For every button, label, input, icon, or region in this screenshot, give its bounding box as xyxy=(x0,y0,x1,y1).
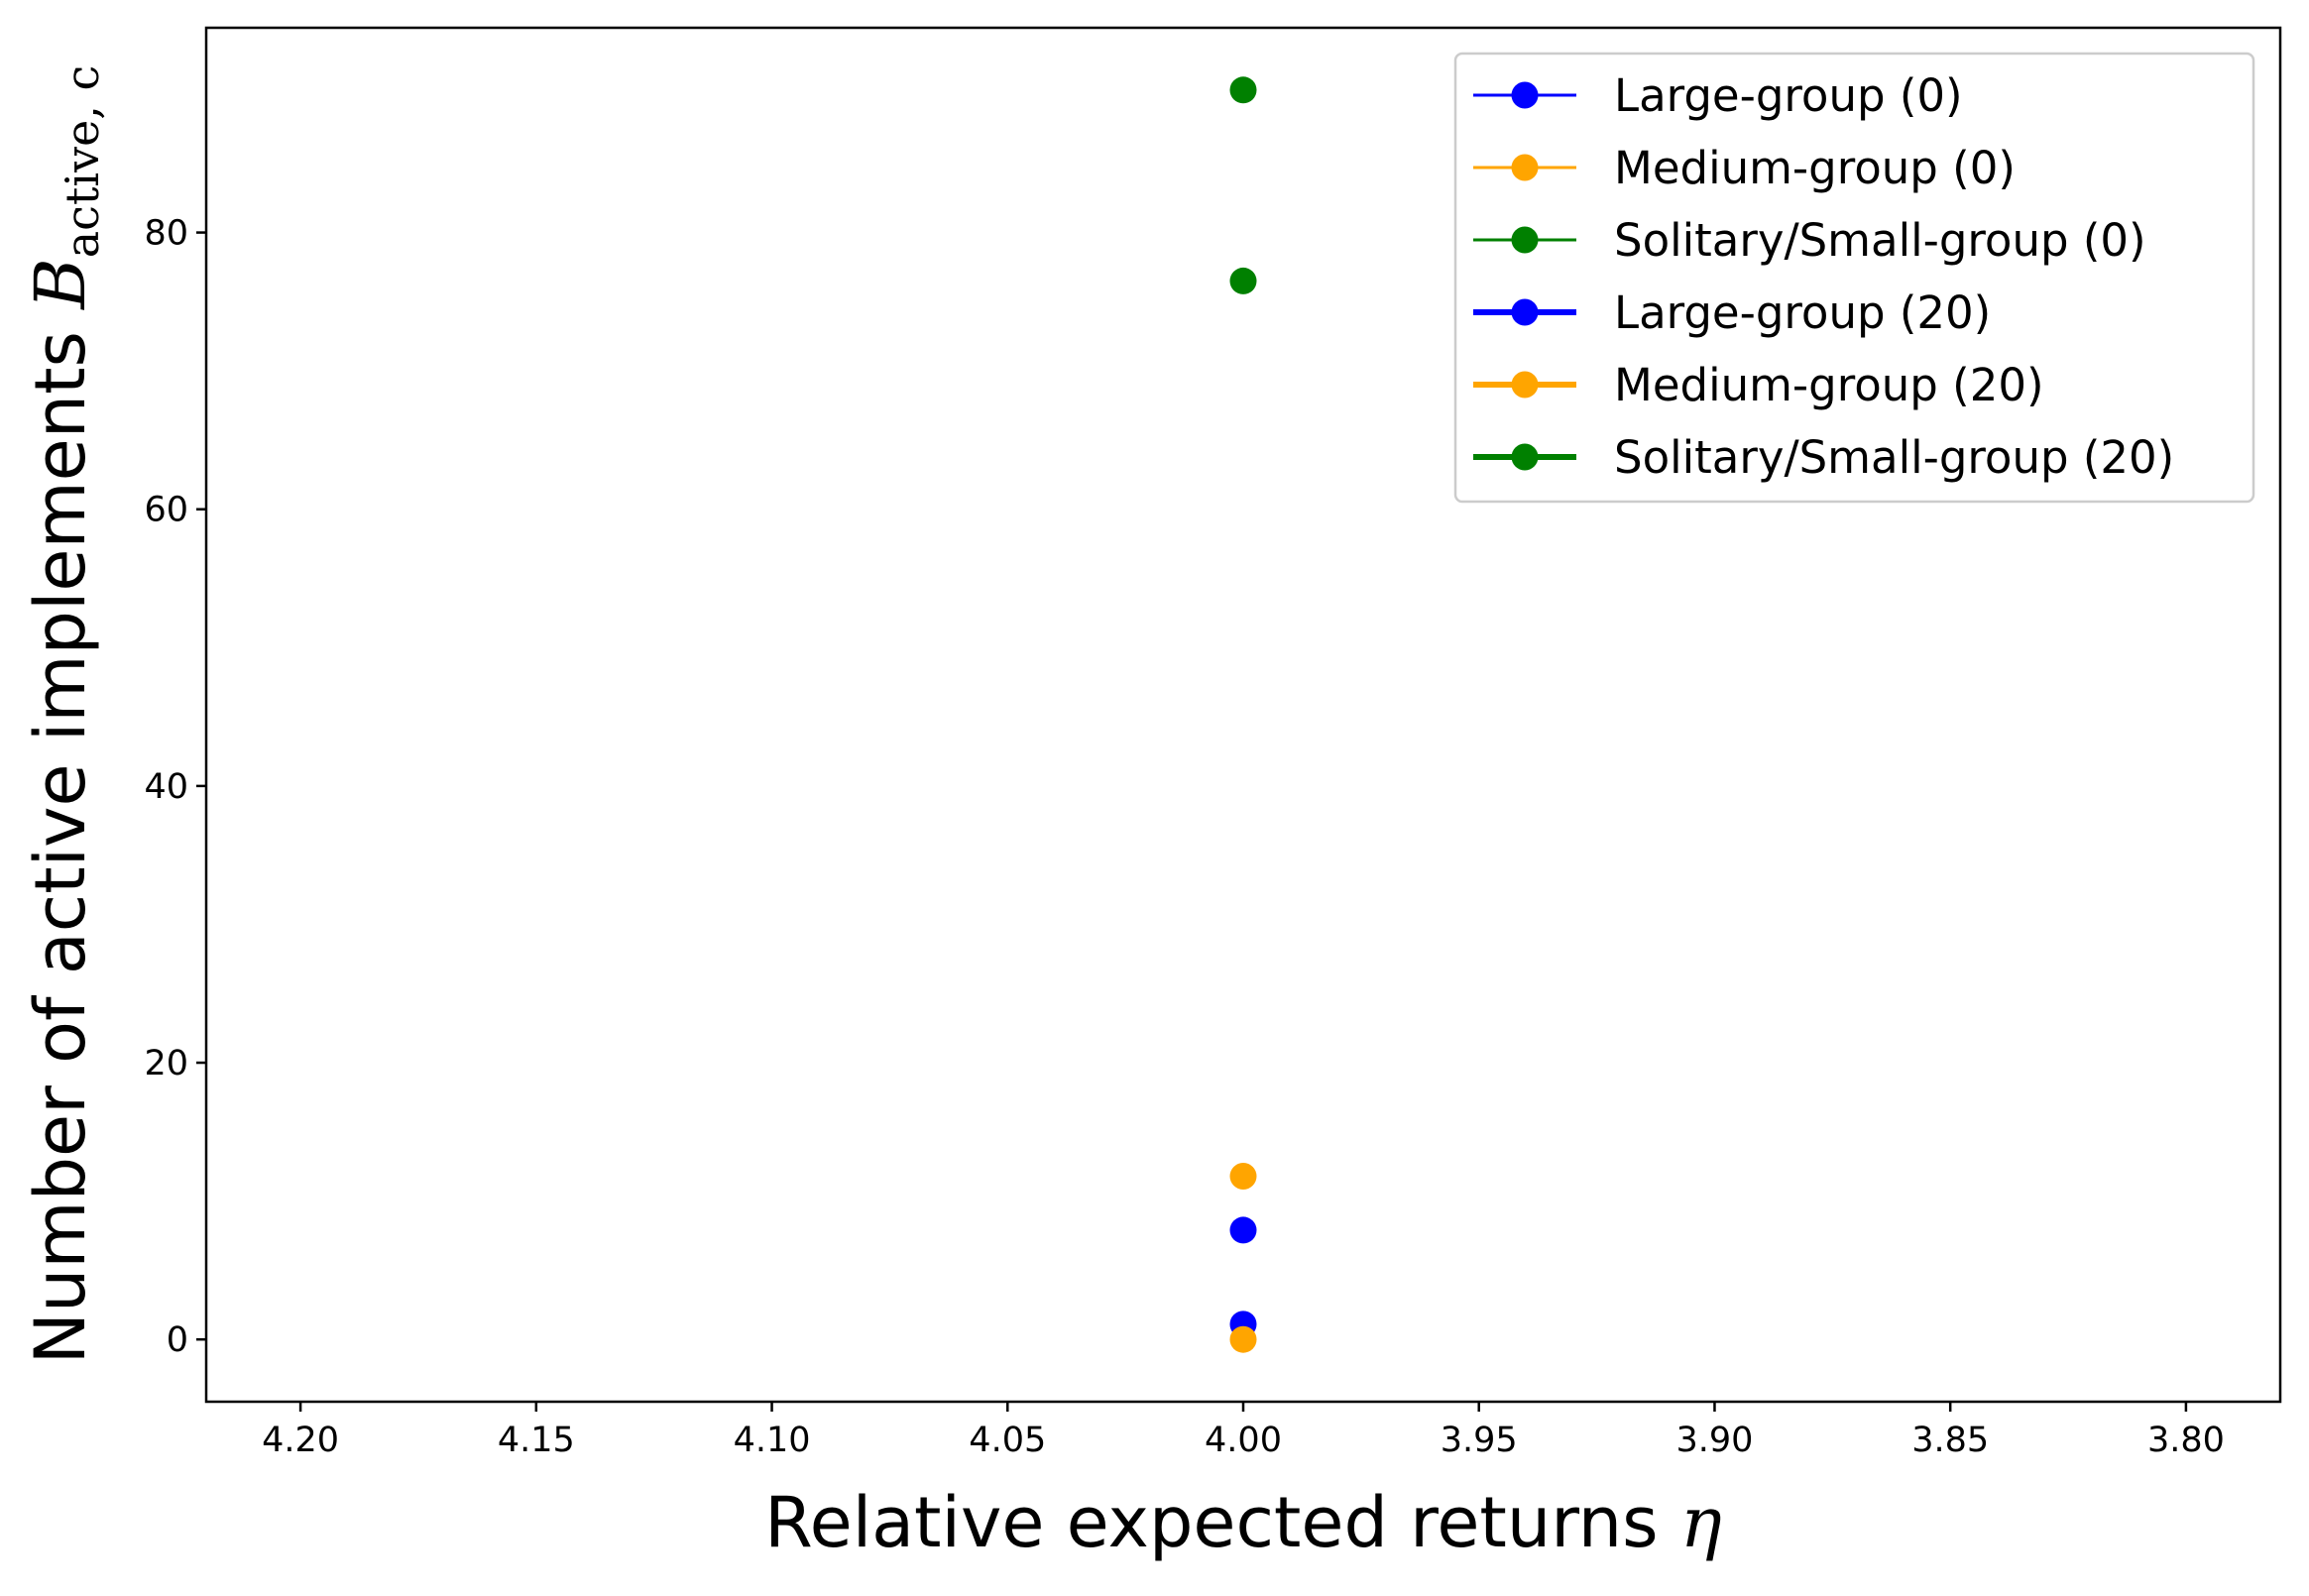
x-tick-label: 4.20 xyxy=(262,1421,339,1460)
legend-label: Solitary/Small-group (0) xyxy=(1614,214,2146,267)
data-point-1 xyxy=(1229,1325,1257,1353)
legend-label: Medium-group (20) xyxy=(1614,359,2044,411)
x-tick-label: 3.90 xyxy=(1675,1421,1753,1460)
data-point-2 xyxy=(1229,76,1257,104)
data-points xyxy=(1229,76,1257,1353)
x-tick-label: 3.80 xyxy=(2147,1421,2225,1460)
legend-label: Solitary/Small-group (20) xyxy=(1614,431,2174,484)
legend-frame xyxy=(1453,52,2255,504)
legend-label: Large-group (0) xyxy=(1614,69,1963,122)
legend-label: Large-group (20) xyxy=(1614,286,1991,339)
y-tick-label: 60 xyxy=(144,491,188,530)
data-point-5 xyxy=(1229,267,1257,294)
y-tick-label: 80 xyxy=(144,214,188,254)
x-axis-ticks: 4.20 4.15 4.10 4.05 4.00 3.95 3.90 3.85 3.80 xyxy=(262,1402,2225,1460)
plot-frame xyxy=(204,26,2282,1404)
x-tick-label: 3.85 xyxy=(1911,1421,1989,1460)
y-axis-label: Number of active implements Bactive, c xyxy=(20,65,109,1365)
y-tick-label: 20 xyxy=(144,1044,188,1083)
y-axis-ticks: 0 20 40 60 80 xyxy=(144,214,206,1360)
x-tick-label: 4.15 xyxy=(498,1421,575,1460)
x-axis-label: Relative expected returns η xyxy=(764,1482,1722,1563)
x-tick-label: 4.00 xyxy=(1205,1421,1282,1460)
legend-marker xyxy=(1511,443,1539,471)
legend-marker xyxy=(1511,298,1539,326)
legend-label: Medium-group (0) xyxy=(1614,142,2016,194)
x-tick-label: 3.95 xyxy=(1441,1421,1518,1460)
legend-marker xyxy=(1511,154,1539,181)
x-tick-label: 4.10 xyxy=(734,1421,811,1460)
legend-marker xyxy=(1511,371,1539,399)
y-tick-label: 40 xyxy=(144,767,188,807)
data-point-3 xyxy=(1229,1216,1257,1244)
legend-marker xyxy=(1511,226,1539,254)
legend-marker xyxy=(1511,81,1539,109)
legend: Large-group (0) Medium-group (0) Solitary/… xyxy=(1453,52,2255,504)
x-tick-label: 4.05 xyxy=(969,1421,1046,1460)
data-point-4 xyxy=(1229,1162,1257,1190)
y-tick-label: 0 xyxy=(167,1320,188,1360)
